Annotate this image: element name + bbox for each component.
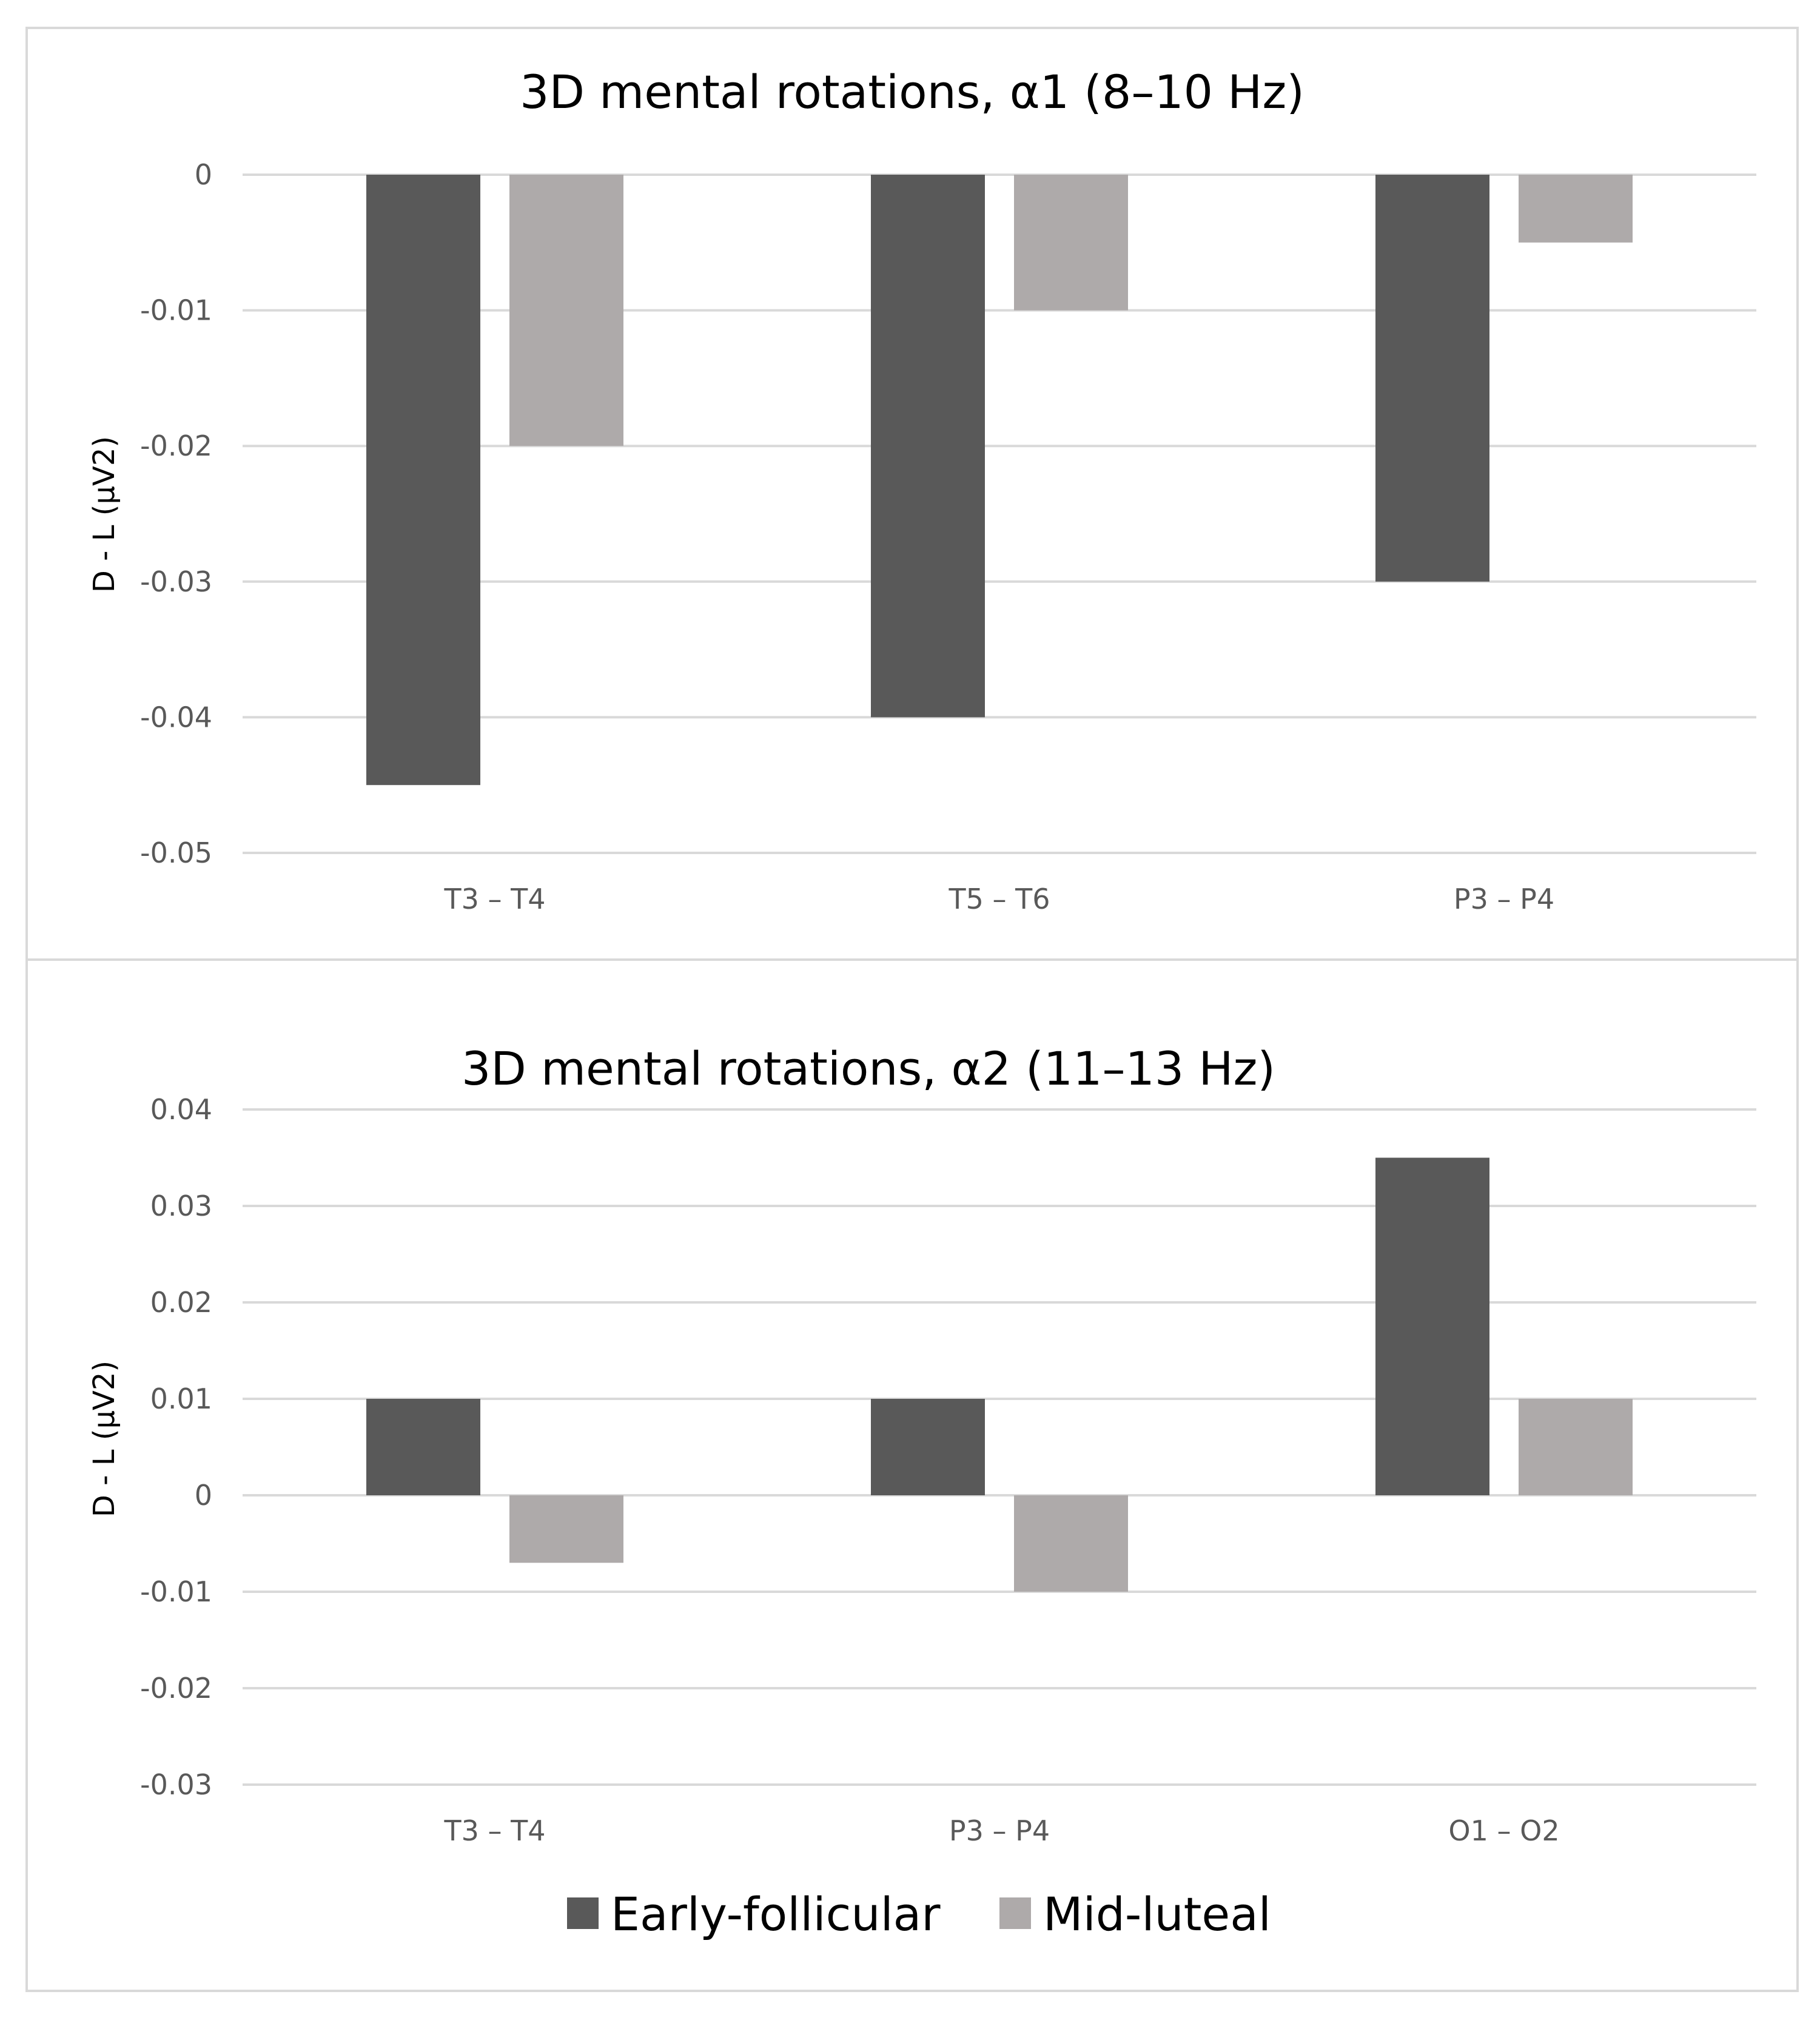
y-axis-label: D - L (µV2)	[87, 1361, 121, 1517]
bottom-panel-bg	[28, 961, 1796, 1058]
y-tick-label: -0.01	[140, 294, 212, 327]
legend-label-early-follicular: Early-follicular	[611, 1887, 941, 1941]
x-tick-label: T3 – T4	[444, 1814, 546, 1847]
bar-early-follicular	[871, 1399, 985, 1495]
y-tick-label: -0.01	[140, 1575, 212, 1608]
x-tick-label: P3 – P4	[1454, 883, 1554, 915]
legend-swatch-mid-luteal	[999, 1897, 1031, 1929]
bar-mid-luteal	[1014, 1495, 1128, 1592]
y-tick-label: -0.04	[140, 701, 212, 733]
bar-early-follicular	[1375, 175, 1489, 582]
y-tick-label: 0.03	[150, 1190, 212, 1222]
y-tick-label: 0	[195, 1479, 212, 1512]
y-tick-label: -0.03	[140, 1768, 212, 1801]
y-tick-label: 0.01	[150, 1382, 212, 1415]
bar-early-follicular	[1375, 1157, 1489, 1495]
x-tick-label: P3 – P4	[949, 1814, 1050, 1847]
chart-title: 3D mental rotations, α1 (8–10 Hz)	[520, 65, 1305, 119]
chart-alpha2: 3D mental rotations, α2 (11–13 Hz) 0.04 0…	[87, 1042, 1756, 1847]
y-tick-label: 0.04	[150, 1093, 212, 1126]
x-tick-label: O1 – O2	[1448, 1814, 1559, 1847]
x-tick-label: T5 – T6	[949, 883, 1050, 915]
chart-title: 3D mental rotations, α2 (11–13 Hz)	[462, 1042, 1275, 1096]
bar-mid-luteal	[509, 1495, 623, 1563]
y-tick-label: -0.05	[140, 837, 212, 869]
y-tick-label: -0.03	[140, 565, 212, 598]
y-tick-label: -0.02	[140, 429, 212, 462]
y-tick-label: -0.02	[140, 1672, 212, 1705]
bar-early-follicular	[366, 1399, 480, 1495]
bar-early-follicular	[871, 175, 985, 718]
legend-label-mid-luteal: Mid-luteal	[1043, 1887, 1271, 1941]
y-tick-label: 0	[195, 158, 212, 191]
y-axis-label: D - L (µV2)	[87, 436, 121, 593]
y-tick-label: 0.02	[150, 1286, 212, 1319]
bar-mid-luteal	[509, 175, 623, 446]
chart-alpha1: 3D mental rotations, α1 (8–10 Hz) 0 -0.01…	[87, 65, 1756, 915]
x-tick-label: T3 – T4	[444, 883, 546, 915]
legend: Early-follicular Mid-luteal	[567, 1887, 1271, 1941]
bar-mid-luteal	[1014, 175, 1128, 311]
bar-mid-luteal	[1519, 1399, 1633, 1495]
legend-swatch-early-follicular	[567, 1897, 599, 1929]
bar-early-follicular	[366, 175, 480, 786]
bar-mid-luteal	[1519, 175, 1633, 243]
